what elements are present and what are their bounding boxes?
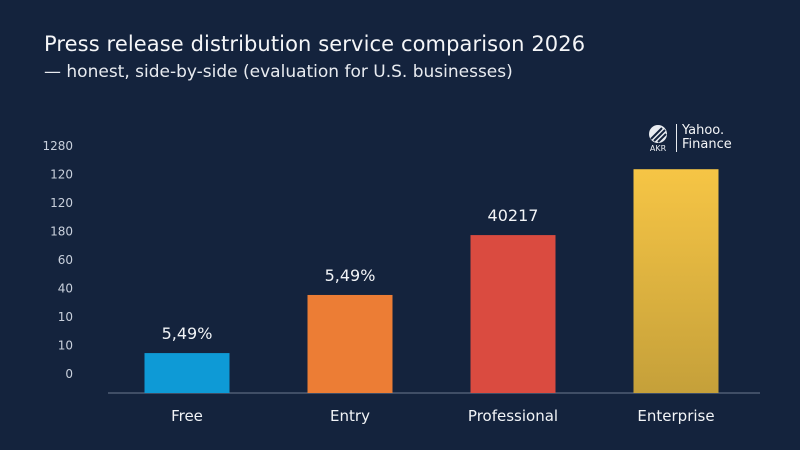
- bar-free: [144, 353, 230, 393]
- chart-subtitle: — honest, side-by-side (evaluation for U…: [44, 62, 513, 82]
- data-label: 5,49%: [325, 266, 376, 285]
- y-tick-label: 120: [50, 196, 73, 210]
- y-tick-label: 60: [58, 253, 73, 267]
- x-tick-label: Free: [171, 407, 203, 425]
- data-label: 5,49%: [162, 324, 213, 343]
- bar-entry: [307, 294, 393, 393]
- y-tick-label: 10: [58, 339, 73, 353]
- bar-enterprise: [633, 169, 719, 393]
- yahoo-finance-logo: AKR Yahoo. Finance: [645, 123, 732, 153]
- y-tick-label: 1280: [42, 139, 73, 153]
- y-tick-label: 120: [50, 168, 73, 182]
- x-tick-label: Entry: [330, 407, 370, 425]
- x-tick-label: Enterprise: [637, 407, 714, 425]
- bar-professional: [470, 235, 556, 393]
- svg-text:AKR: AKR: [650, 144, 667, 152]
- y-tick-label: 40: [58, 282, 73, 296]
- y-tick-label: 10: [58, 310, 73, 324]
- logo-brand-line2: Finance: [682, 137, 732, 152]
- data-label: 40217: [488, 206, 539, 225]
- y-tick-label: 0: [65, 367, 73, 381]
- y-tick-label: 180: [50, 225, 73, 239]
- logo-brand-line1: Yahoo.: [682, 123, 725, 138]
- chart-title: Press release distribution service compa…: [44, 32, 586, 56]
- x-tick-label: Professional: [468, 407, 558, 425]
- akr-logo-icon: AKR: [645, 124, 671, 153]
